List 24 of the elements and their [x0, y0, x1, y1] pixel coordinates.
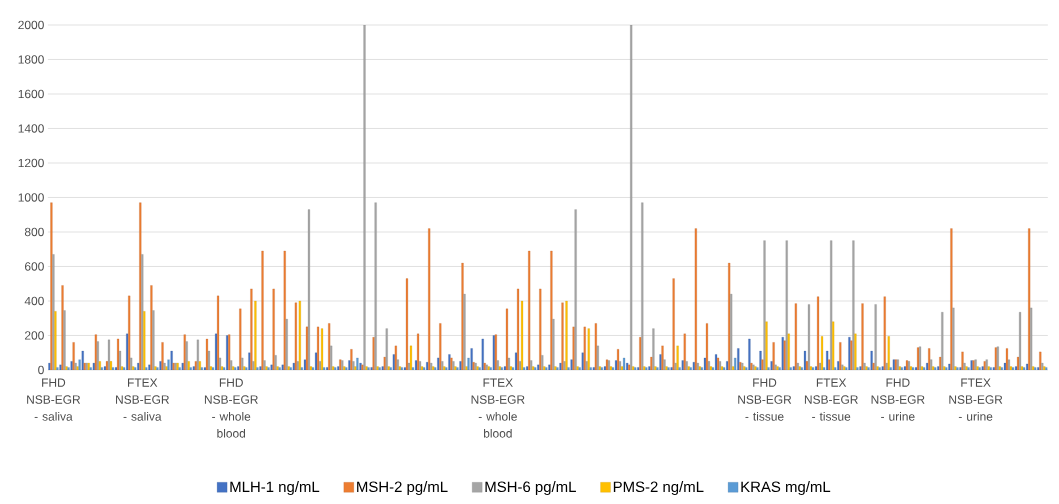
y-tick-label: 200: [24, 331, 44, 340]
legend-label: PMS-2 ng/mL: [613, 481, 704, 496]
y-tick-label: 800: [24, 227, 44, 237]
y-tick-label: 1800: [18, 55, 44, 64]
x-tick-label: FHD NSB-EGR - urine: [871, 378, 925, 421]
x-tick-label: FTEX NSB-EGR - saliva: [116, 378, 169, 421]
y-tick-label: 1600: [18, 89, 44, 99]
y-tick-label: 600: [25, 262, 44, 271]
y-tick-label: 0: [38, 365, 44, 375]
y-tick-label: 1200: [18, 158, 44, 168]
y-tick-label: 1000: [18, 193, 44, 202]
x-tick-label: FTEX NSB-EGR - whole blood: [471, 378, 525, 438]
x-tick-label: FHD NSB-EGR - tissue: [738, 378, 792, 421]
legend-label: MLH-1 ng/mL: [230, 481, 320, 496]
x-tick-label: FHD NSB-EGR - saliva: [27, 378, 81, 421]
x-tick-label: FTEX NSB-EGR - tissue: [804, 378, 858, 421]
legend-label: MSH-6 pg/mL: [485, 481, 576, 496]
y-tick-label: 400: [24, 296, 44, 306]
x-tick-label: FTEX NSB-EGR - urine: [949, 378, 1003, 421]
y-tick-label: 1400: [18, 124, 44, 133]
y-tick-label: 2000: [18, 20, 44, 30]
legend-label: MSH-2 pg/mL: [357, 481, 448, 496]
legend-label: KRAS mg/mL: [741, 481, 831, 496]
x-tick-label: FHD NSB-EGR - whole blood: [204, 378, 258, 438]
